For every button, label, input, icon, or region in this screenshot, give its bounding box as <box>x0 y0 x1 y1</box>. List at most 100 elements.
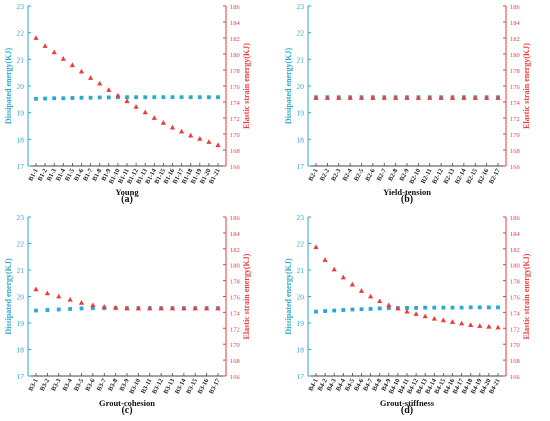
x-tick-label: B2-4 <box>342 167 355 182</box>
x-tick-label: B2-1 <box>307 168 319 183</box>
right-y-tick-label: 180 <box>510 263 520 270</box>
dissipated-energy-point <box>359 307 364 312</box>
elastic-energy-point <box>440 317 446 323</box>
elastic-energy-point <box>459 320 465 326</box>
left-y-tick-label: 17 <box>17 372 25 381</box>
chart-panel-a: 17 18 19 20 21 22 23 166 168 170 172 174 176 178 180 18… <box>4 2 251 205</box>
left-y-tick-label: 23 <box>17 2 25 11</box>
left-y-tick-label: 22 <box>17 240 25 249</box>
elastic-energy-point <box>495 324 501 330</box>
right-y-tick-label: 174 <box>510 310 521 317</box>
left-y-tick-label: 17 <box>297 162 305 171</box>
elastic-energy-point <box>322 257 328 262</box>
elastic-energy-point <box>404 308 410 314</box>
elastic-energy-point <box>106 87 112 92</box>
right-y-tick-label: 178 <box>230 279 240 286</box>
dissipated-energy-point <box>45 308 50 312</box>
panel-caption: (d) <box>401 405 413 416</box>
elastic-energy-point <box>336 95 342 100</box>
elastic-energy-point <box>113 304 119 310</box>
dissipated-energy-point <box>152 95 157 100</box>
right-y-axis-label: Elastic strain energy(KJ) <box>522 253 531 339</box>
left-y-tick-label: 21 <box>17 266 25 275</box>
left-y-tick-label: 20 <box>17 82 25 91</box>
right-y-tick-label: 170 <box>230 342 240 349</box>
dissipated-energy-point <box>88 95 93 100</box>
dissipated-energy-point <box>332 308 337 313</box>
elastic-energy-point <box>449 95 456 100</box>
chart-panel-d: 17 18 19 20 21 22 23 166 168 170 172 174 176 178 180 18… <box>284 213 531 416</box>
elastic-energy-point <box>324 95 330 100</box>
right-y-tick-label: 176 <box>230 295 241 302</box>
elastic-energy-point <box>381 95 387 100</box>
elastic-energy-point <box>427 95 433 100</box>
dissipated-energy-point <box>368 307 373 311</box>
x-tick-label: B2-6 <box>364 167 377 182</box>
panel-caption: (b) <box>401 194 413 205</box>
right-y-tick-label: 168 <box>510 148 520 155</box>
dissipated-energy-point <box>459 305 464 310</box>
left-y-axis-label: Dissipated energy(KJ) <box>284 48 293 125</box>
elastic-energy-point <box>44 290 50 296</box>
left-y-tick-label: 17 <box>17 162 25 171</box>
elastic-energy-point <box>160 120 166 125</box>
elastic-energy-point <box>33 286 39 292</box>
right-y-tick-label: 170 <box>510 342 520 349</box>
right-y-axis-label: Elastic strain energy(KJ) <box>242 253 251 339</box>
elastic-energy-point <box>422 313 428 319</box>
left-y-tick-label: 18 <box>17 346 25 355</box>
right-y-tick-label: 178 <box>510 279 520 286</box>
dissipated-energy-point <box>487 305 491 310</box>
elastic-energy-point <box>415 95 421 100</box>
elastic-energy-point <box>477 323 483 328</box>
right-y-tick-label: 168 <box>230 148 240 155</box>
elastic-energy-point <box>158 305 164 311</box>
dissipated-energy-point <box>61 96 66 101</box>
left-y-tick-label: 20 <box>17 293 25 302</box>
x-tick-label: B3-2 <box>39 378 51 393</box>
elastic-energy-point <box>181 305 187 311</box>
elastic-energy-point <box>331 266 337 272</box>
dissipated-energy-point <box>441 305 446 310</box>
left-y-tick-label: 18 <box>297 135 305 144</box>
dissipated-energy-point <box>34 96 38 101</box>
dissipated-energy-point <box>188 95 193 100</box>
right-y-tick-label: 182 <box>230 36 240 43</box>
chart-panel-c: 17 18 19 20 21 22 23 166 168 170 172 174 176 178 180 18… <box>4 213 251 416</box>
right-y-tick-label: 176 <box>510 84 521 91</box>
x-tick-label: B2-2 <box>319 168 331 183</box>
right-y-tick-label: 186 <box>230 4 241 11</box>
x-tick-label: B2-8 <box>387 167 400 182</box>
x-tick-label: B3-6 <box>84 377 97 392</box>
elastic-energy-point <box>169 124 176 130</box>
right-y-tick-label: 182 <box>510 36 520 43</box>
left-y-tick-label: 21 <box>297 55 305 64</box>
elastic-energy-point <box>461 95 467 100</box>
elastic-energy-point <box>179 128 185 134</box>
elastic-energy-point <box>377 298 383 304</box>
elastic-energy-point <box>60 56 66 61</box>
elastic-energy-point <box>115 92 121 98</box>
right-y-tick-label: 178 <box>510 68 520 75</box>
dissipated-energy-point <box>52 96 57 101</box>
elastic-energy-point <box>204 305 210 311</box>
left-y-tick-label: 19 <box>297 109 305 118</box>
left-y-tick-label: 22 <box>17 29 25 38</box>
x-tick-label: B2-5 <box>353 167 366 182</box>
elastic-energy-point <box>484 95 490 100</box>
left-y-tick-label: 19 <box>17 109 25 118</box>
dissipated-energy-point <box>79 95 84 100</box>
elastic-energy-point <box>347 95 353 100</box>
x-tick-label: B3-3 <box>50 377 63 392</box>
dissipated-energy-point <box>450 305 455 310</box>
right-y-tick-label: 180 <box>230 263 240 270</box>
elastic-energy-point <box>133 104 139 109</box>
elastic-energy-point <box>468 322 474 328</box>
right-y-tick-label: 172 <box>230 116 240 123</box>
x-axis-label: Young <box>115 187 139 197</box>
right-y-tick-label: 174 <box>510 100 521 107</box>
elastic-energy-point <box>88 75 94 80</box>
right-y-tick-label: 166 <box>230 164 241 171</box>
x-axis-label: Grout-stiffness <box>380 398 435 408</box>
panel-caption: (a) <box>121 194 133 205</box>
